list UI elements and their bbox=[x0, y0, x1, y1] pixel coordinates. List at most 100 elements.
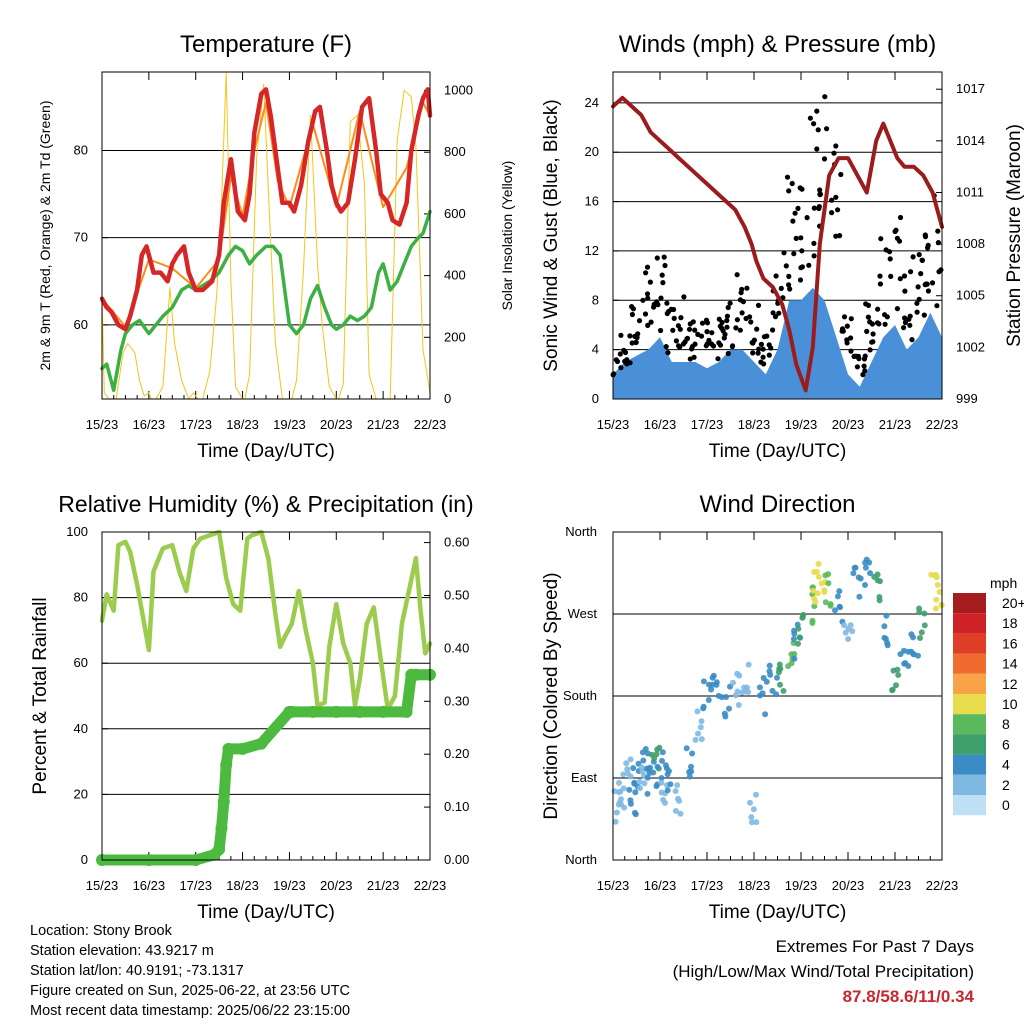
gust-point bbox=[706, 337, 712, 343]
direction-point bbox=[917, 635, 923, 641]
gust-point bbox=[643, 270, 649, 276]
gust-point bbox=[663, 344, 669, 350]
gust-point bbox=[833, 194, 839, 200]
gust-point bbox=[811, 121, 817, 127]
direction-point bbox=[710, 672, 717, 679]
y-tick-label: 16 bbox=[585, 194, 599, 209]
direction-point bbox=[620, 771, 627, 778]
direction-point bbox=[757, 692, 763, 699]
gust-point bbox=[814, 108, 820, 114]
gust-point bbox=[894, 306, 901, 312]
direction-point bbox=[825, 571, 832, 578]
gust-point bbox=[799, 264, 806, 270]
gust-point bbox=[814, 146, 820, 152]
direction-point bbox=[921, 622, 928, 629]
direction-point bbox=[659, 749, 666, 756]
direction-point bbox=[654, 746, 661, 753]
direction-point bbox=[662, 762, 669, 769]
x-tick-label: 15/23 bbox=[597, 417, 630, 432]
legend-swatch bbox=[953, 633, 986, 654]
station-latlon: Station lat/lon: 40.9191; -73.1317 bbox=[30, 963, 244, 979]
direction-point bbox=[862, 559, 869, 566]
direction-point bbox=[910, 651, 917, 658]
y-tick-label: 60 bbox=[74, 317, 88, 332]
direction-point bbox=[871, 573, 878, 580]
gust-point bbox=[724, 313, 731, 319]
direction-point bbox=[750, 806, 757, 813]
y-tick-label: North bbox=[565, 852, 597, 867]
gust-point bbox=[704, 329, 710, 335]
direction-point bbox=[689, 750, 696, 757]
y-tick-label: 12 bbox=[585, 243, 599, 258]
legend-swatch bbox=[953, 593, 986, 614]
direction-point bbox=[644, 774, 651, 781]
gust-point bbox=[621, 347, 627, 353]
direction-point bbox=[893, 682, 899, 689]
y-axis-label-right: Solar Insolation (Yellow) bbox=[499, 161, 515, 311]
gust-point bbox=[644, 264, 651, 270]
direction-point bbox=[780, 688, 787, 694]
y-tick-label-right: 1008 bbox=[956, 236, 985, 251]
direction-point bbox=[637, 785, 643, 792]
gust-point bbox=[772, 314, 779, 320]
legend-label: 8 bbox=[1002, 716, 1010, 732]
gust-point bbox=[678, 315, 684, 321]
direction-point bbox=[856, 593, 863, 600]
gust-point bbox=[804, 215, 810, 221]
legend-label: 14 bbox=[1002, 656, 1018, 672]
direction-point bbox=[730, 679, 736, 686]
direction-point bbox=[857, 575, 864, 582]
gust-point bbox=[737, 297, 744, 303]
gust-point bbox=[929, 280, 936, 286]
direction-point bbox=[676, 797, 683, 804]
gust-point bbox=[624, 357, 630, 363]
direction-point bbox=[921, 610, 928, 617]
gust-point bbox=[865, 302, 872, 308]
direction-point bbox=[836, 603, 843, 610]
direction-point bbox=[748, 814, 755, 821]
direction-point bbox=[788, 660, 795, 667]
gust-point bbox=[848, 335, 854, 341]
gust-point bbox=[629, 311, 636, 318]
x-tick-label: 18/23 bbox=[738, 417, 771, 432]
gust-point bbox=[935, 228, 941, 234]
x-tick-label: 17/23 bbox=[179, 878, 212, 893]
gust-point bbox=[806, 262, 812, 268]
direction-point bbox=[774, 674, 780, 681]
y-axis-label: 2m & 9m T (Red, Orange) & 2m Td (Green) bbox=[37, 101, 53, 371]
direction-point bbox=[688, 763, 694, 770]
gust-point bbox=[833, 143, 839, 149]
gust-point bbox=[644, 291, 651, 297]
direction-point bbox=[842, 629, 849, 636]
legend-swatch bbox=[953, 734, 986, 755]
direction-point bbox=[753, 819, 760, 826]
gust-point bbox=[902, 319, 909, 326]
legend-label: 16 bbox=[1002, 635, 1018, 651]
y-tick-label: 20 bbox=[585, 144, 599, 159]
direction-point bbox=[615, 789, 622, 796]
gust-point bbox=[902, 288, 908, 294]
gust-point bbox=[887, 256, 893, 262]
direction-point bbox=[766, 662, 773, 669]
gust-point bbox=[698, 333, 705, 339]
x-tick-label: 17/23 bbox=[179, 417, 212, 432]
gust-point bbox=[901, 273, 908, 279]
direction-point bbox=[841, 622, 848, 629]
direction-point bbox=[620, 785, 627, 792]
extremes-box: Extremes For Past 7 Days (High/Low/Max W… bbox=[673, 934, 974, 1009]
y-axis-label: Direction (Colored By Speed) bbox=[541, 572, 562, 819]
gust-point bbox=[750, 350, 756, 356]
direction-point bbox=[810, 587, 817, 594]
gust-point bbox=[816, 204, 822, 210]
gust-point bbox=[786, 273, 792, 279]
direction-point bbox=[672, 788, 679, 795]
gust-point bbox=[770, 310, 776, 316]
gust-point bbox=[724, 317, 730, 324]
x-tick-label: 20/23 bbox=[320, 878, 353, 893]
gust-point bbox=[734, 272, 740, 278]
y-tick-label-right: 1017 bbox=[956, 81, 985, 96]
gust-point bbox=[627, 360, 633, 366]
gust-point bbox=[648, 319, 654, 325]
direction-point bbox=[815, 560, 822, 567]
